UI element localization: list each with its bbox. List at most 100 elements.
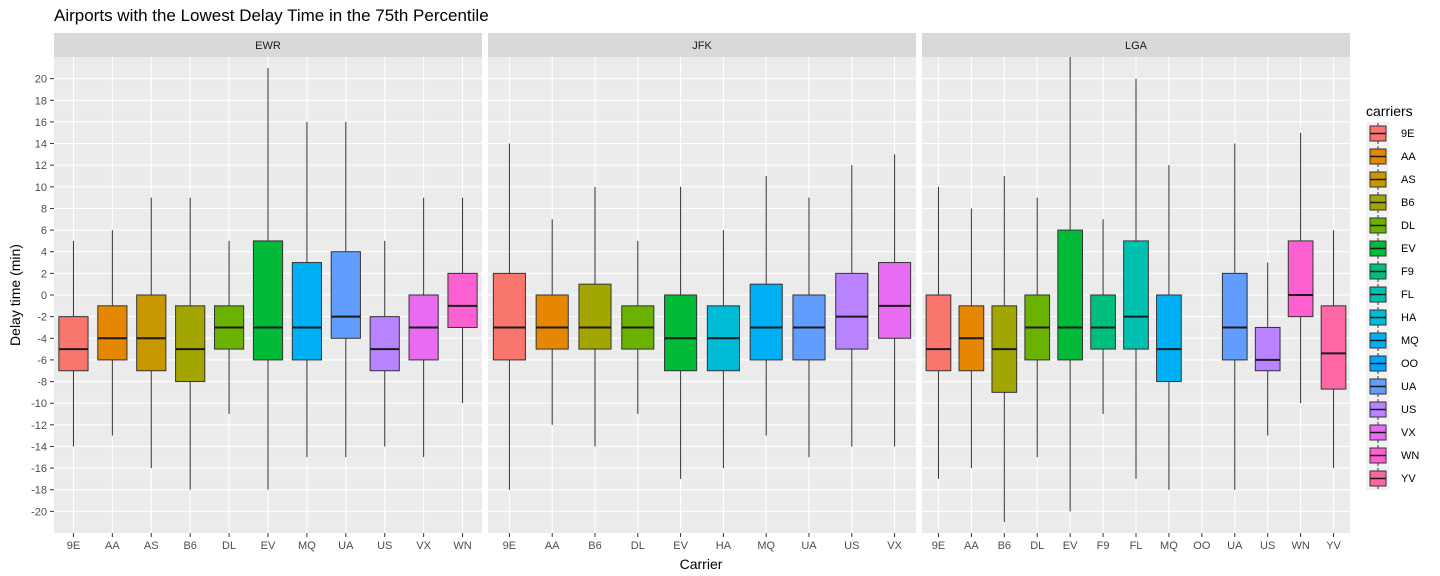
x-tick-label: AA — [545, 540, 560, 552]
y-tick-label: 12 — [35, 160, 47, 172]
y-tick-label: 18 — [35, 95, 47, 107]
legend-label-F9: F9 — [1401, 266, 1414, 278]
x-tick-label: MQ — [1160, 540, 1178, 552]
legend-label-VX: VX — [1401, 427, 1416, 439]
x-tick-label: YV — [1326, 540, 1341, 552]
legend-label-AA: AA — [1401, 151, 1416, 163]
y-tick-label: 6 — [41, 225, 47, 237]
x-tick-label: B6 — [588, 540, 601, 552]
y-tick-label: 10 — [35, 182, 47, 194]
box-MQ — [1156, 294, 1182, 383]
box-FL — [1123, 240, 1149, 350]
box-AA — [535, 294, 569, 350]
legend-label-OO: OO — [1401, 358, 1419, 370]
x-tick-label: MQ — [298, 540, 316, 552]
x-tick-label: AS — [144, 540, 159, 552]
x-tick-label: FL — [1130, 540, 1143, 552]
facet-strip — [488, 33, 916, 57]
x-tick-label: DL — [631, 540, 645, 552]
y-tick-label: -2 — [37, 312, 47, 324]
x-tick-label: DL — [1030, 540, 1044, 552]
y-tick-label: -12 — [31, 420, 47, 432]
x-tick-label: 9E — [932, 540, 945, 552]
x-tick-label: VX — [887, 540, 902, 552]
y-tick-label: -8 — [37, 377, 47, 389]
facet-strip — [54, 33, 482, 57]
x-tick-label: UA — [1227, 540, 1243, 552]
x-tick-label: HA — [716, 540, 732, 552]
legend-label-UA: UA — [1401, 381, 1417, 393]
y-tick-label: 16 — [35, 117, 47, 129]
box-AS — [136, 294, 167, 372]
box-WN — [1287, 240, 1314, 318]
legend-label-DL: DL — [1401, 220, 1415, 232]
x-tick-label: EV — [261, 540, 276, 552]
y-tick-label: -20 — [31, 506, 47, 518]
legend-label-MQ: MQ — [1401, 335, 1419, 347]
x-tick-label: AA — [964, 540, 979, 552]
x-tick-label: WN — [453, 540, 471, 552]
legend-label-YV: YV — [1401, 473, 1416, 485]
x-tick-label: 9E — [67, 540, 80, 552]
y-tick-label: 20 — [35, 74, 47, 86]
y-tick-label: -14 — [31, 441, 47, 453]
x-tick-label: DL — [222, 540, 236, 552]
facet-label: EWR — [255, 40, 281, 52]
legend-label-9E: 9E — [1401, 128, 1414, 140]
box-9E — [925, 294, 952, 372]
x-tick-label: UA — [338, 540, 354, 552]
x-tick-label: OO — [1193, 540, 1211, 552]
x-tick-label: UA — [801, 540, 817, 552]
x-tick-label: 9E — [503, 540, 516, 552]
box-US — [835, 272, 869, 350]
y-tick-label: -4 — [37, 333, 47, 345]
box-US — [1254, 326, 1281, 372]
y-tick-label: 8 — [41, 203, 47, 215]
y-tick-label: 2 — [41, 268, 47, 280]
box-EV — [664, 294, 698, 372]
x-tick-label: WN — [1291, 540, 1309, 552]
y-tick-label: 0 — [41, 290, 47, 302]
x-tick-label: US — [844, 540, 859, 552]
legend-label-AS: AS — [1401, 174, 1416, 186]
chart-title: Airports with the Lowest Delay Time in t… — [54, 6, 489, 25]
legend-label-EV: EV — [1401, 243, 1416, 255]
legend-label-B6: B6 — [1401, 197, 1414, 209]
y-tick-label: -6 — [37, 355, 47, 367]
box-9E — [58, 316, 89, 372]
x-tick-label: B6 — [998, 540, 1011, 552]
box-AA — [97, 305, 128, 361]
x-tick-label: EV — [673, 540, 688, 552]
legend-label-US: US — [1401, 404, 1416, 416]
box-UA — [330, 251, 361, 339]
y-axis-title: Delay time (min) — [7, 244, 23, 346]
box-EV — [1057, 229, 1084, 361]
x-tick-label: F9 — [1097, 540, 1110, 552]
box-UA — [1221, 272, 1248, 361]
x-tick-label: VX — [416, 540, 431, 552]
box-B6 — [578, 283, 612, 350]
y-tick-label: -16 — [31, 463, 47, 475]
facet-strip — [922, 33, 1350, 57]
box-US — [369, 316, 400, 372]
facet-label: JFK — [692, 40, 712, 52]
x-tick-label: EV — [1063, 540, 1078, 552]
y-tick-label: 4 — [41, 247, 47, 259]
x-axis-title: Carrier — [680, 556, 723, 572]
legend-label-WN: WN — [1401, 450, 1419, 462]
y-tick-label: -10 — [31, 398, 47, 410]
box-MQ — [749, 283, 783, 361]
x-tick-label: B6 — [183, 540, 196, 552]
box-B6 — [175, 305, 206, 383]
box-VX — [878, 262, 912, 339]
box-EV — [252, 240, 284, 361]
x-tick-label: US — [377, 540, 392, 552]
y-tick-label: 14 — [35, 139, 47, 151]
x-tick-label: MQ — [757, 540, 775, 552]
legend-label-FL: FL — [1401, 289, 1414, 301]
box-WN — [447, 272, 478, 328]
x-tick-label: AA — [105, 540, 120, 552]
legend-title: carriers — [1366, 103, 1413, 119]
x-tick-label: US — [1260, 540, 1275, 552]
